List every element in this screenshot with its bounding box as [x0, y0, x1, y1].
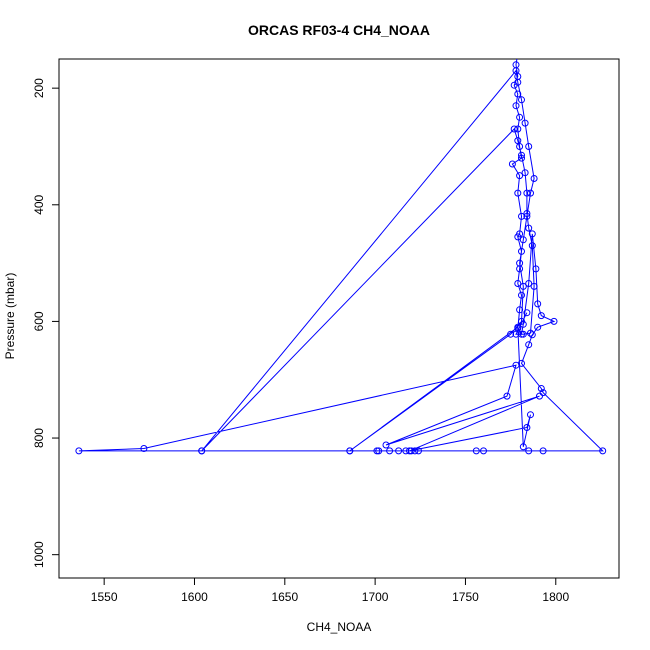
data-point [530, 175, 538, 182]
data-point [523, 210, 531, 217]
data-point [515, 50, 521, 56]
data-point [516, 306, 524, 314]
data-point [503, 392, 511, 400]
data-point [507, 330, 515, 338]
x-axis-label: CH4_NOAA [307, 620, 372, 634]
data-point [198, 447, 206, 455]
x-tick-label: 1800 [542, 590, 569, 604]
data-point [516, 113, 524, 121]
y-axis: 200 400 600 800 1000 [32, 78, 60, 568]
data-point [406, 447, 413, 455]
data-point [528, 242, 536, 250]
data-point [521, 119, 529, 127]
data-point [519, 330, 527, 338]
data-point [527, 189, 534, 197]
data-point [514, 189, 522, 197]
data-point [518, 96, 525, 104]
data-point [537, 312, 545, 320]
data-point [525, 280, 533, 287]
data-point [516, 172, 524, 180]
data-point [523, 309, 531, 317]
data-point [525, 224, 533, 232]
x-tick-label: 1650 [271, 590, 298, 604]
data-point [480, 447, 487, 455]
y-tick-label: 800 [32, 428, 46, 448]
data-point [512, 102, 520, 110]
data-point [472, 447, 480, 455]
data-point [514, 78, 522, 86]
data-point [523, 212, 531, 220]
data-point [518, 154, 525, 162]
series-group [75, 50, 607, 455]
y-tick-label: 600 [32, 311, 46, 331]
data-point [518, 317, 525, 325]
data-point [527, 329, 534, 337]
data-point [532, 265, 540, 273]
data-point [518, 212, 525, 220]
data-point [512, 67, 520, 75]
data-point [525, 143, 533, 150]
plot-frame [58, 58, 620, 579]
data-point [514, 125, 522, 133]
data-point [523, 424, 531, 431]
data-point [373, 447, 381, 455]
data-point [518, 291, 525, 299]
data-point [528, 230, 536, 238]
y-tick-label: 400 [32, 194, 46, 214]
data-point [402, 447, 410, 455]
data-point [599, 447, 607, 455]
data-point [512, 361, 520, 369]
y-axis-label: Pressure (mbar) [3, 273, 17, 360]
data-point [508, 160, 516, 168]
x-tick-label: 1550 [91, 590, 118, 604]
data-point [537, 385, 545, 392]
data-point [386, 447, 394, 455]
data-point [521, 169, 529, 177]
data-point [536, 392, 543, 400]
y-tick-label: 1000 [32, 541, 46, 568]
data-point [550, 317, 558, 325]
data-point [518, 151, 525, 159]
data-point [140, 445, 148, 452]
data-point [519, 282, 527, 290]
chart-title: ORCAS RF03-4 CH4_NOAA [248, 22, 430, 38]
data-point [539, 389, 547, 397]
data-point [514, 90, 522, 98]
data-point [382, 441, 390, 449]
data-point [75, 447, 83, 455]
data-point [528, 331, 536, 339]
data-point [411, 447, 419, 455]
data-point [518, 247, 525, 255]
data-point [519, 443, 527, 451]
data-point [519, 236, 527, 244]
data-point [346, 447, 354, 455]
x-tick-label: 1700 [362, 590, 389, 604]
data-point [539, 447, 547, 455]
x-tick-label: 1600 [181, 590, 208, 604]
data-point [510, 125, 518, 133]
data-point [527, 411, 534, 419]
x-tick-label: 1750 [452, 590, 479, 604]
data-point [514, 323, 522, 331]
y-tick-label: 200 [32, 78, 46, 98]
data-point [395, 447, 403, 455]
data-point [514, 233, 522, 241]
data-point [530, 282, 538, 290]
data-point [523, 189, 531, 197]
x-axis: 1550 1600 1650 1700 1750 1800 [91, 577, 569, 604]
data-point [415, 447, 422, 455]
data-point [525, 447, 533, 455]
plot-area [75, 50, 607, 455]
data-point [525, 341, 533, 349]
data-point [512, 330, 520, 338]
data-point [534, 323, 542, 331]
data-point [514, 280, 522, 287]
data-point [516, 259, 524, 267]
data-point [514, 137, 522, 145]
data-point [534, 300, 542, 308]
